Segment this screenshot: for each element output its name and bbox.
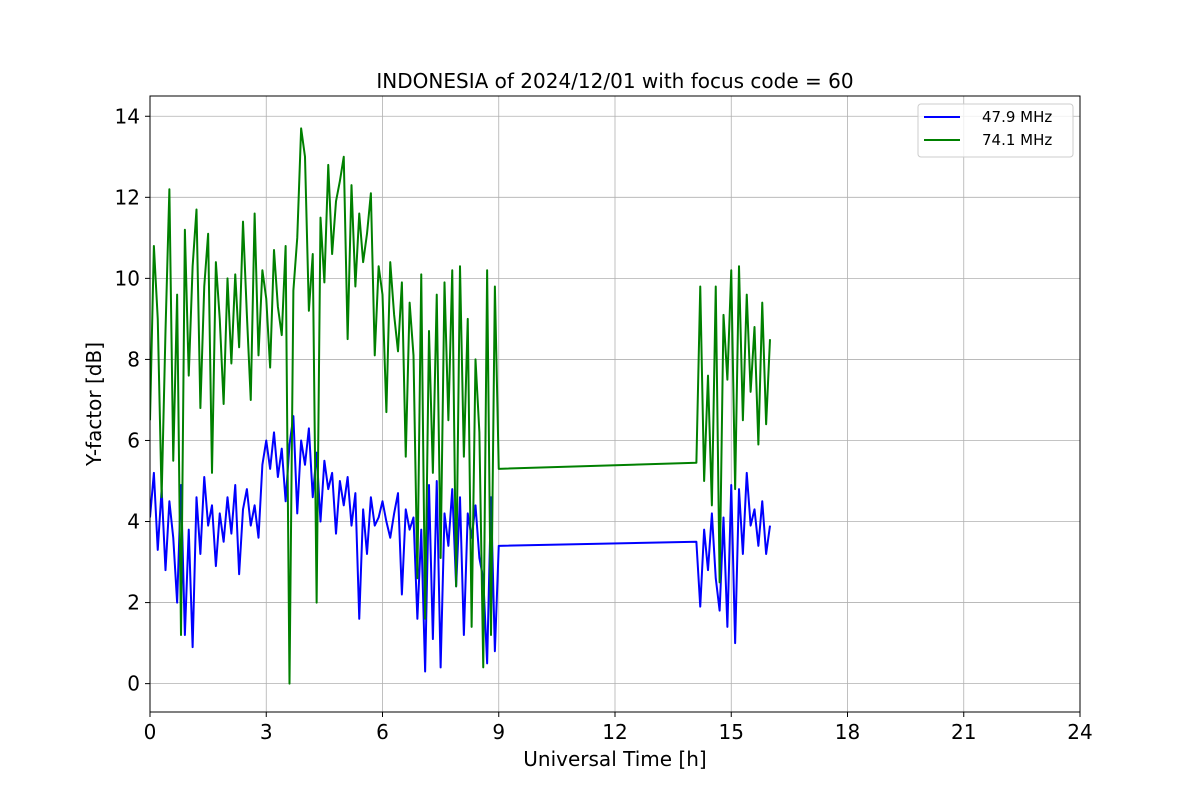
x-tick-label: 12 bbox=[602, 720, 627, 744]
x-tick-label: 9 bbox=[492, 720, 505, 744]
series-line-74-1-mhz bbox=[150, 127, 771, 685]
y-tick-label: 10 bbox=[115, 266, 140, 290]
y-tick-label: 2 bbox=[127, 591, 140, 615]
x-axis-label: Universal Time [h] bbox=[523, 747, 706, 771]
x-tick-label: 0 bbox=[144, 720, 157, 744]
legend-label-47-9: 47.9 MHz bbox=[982, 108, 1052, 126]
chart-title: INDONESIA of 2024/12/01 with focus code … bbox=[376, 69, 853, 93]
x-tick-label: 6 bbox=[376, 720, 389, 744]
x-tick-label: 21 bbox=[951, 720, 976, 744]
y-tick-label: 0 bbox=[127, 672, 140, 696]
y-tick-label: 14 bbox=[115, 104, 140, 128]
y-tick-label: 6 bbox=[127, 428, 140, 452]
y-tick-label: 4 bbox=[127, 510, 140, 534]
x-tick-label: 18 bbox=[835, 720, 860, 744]
y-tick-label: 8 bbox=[127, 347, 140, 371]
x-tick-label: 15 bbox=[719, 720, 744, 744]
x-tick-label: 3 bbox=[260, 720, 273, 744]
x-tick-label: 24 bbox=[1067, 720, 1092, 744]
series-line-47-9-mhz bbox=[150, 415, 771, 673]
legend: 47.9 MHz 74.1 MHz bbox=[917, 103, 1074, 158]
y-tick-label: 12 bbox=[115, 185, 140, 209]
y-axis-label: Y-factor [dB] bbox=[82, 342, 106, 467]
series-layer bbox=[150, 127, 771, 685]
legend-label-74-1: 74.1 MHz bbox=[982, 131, 1052, 149]
